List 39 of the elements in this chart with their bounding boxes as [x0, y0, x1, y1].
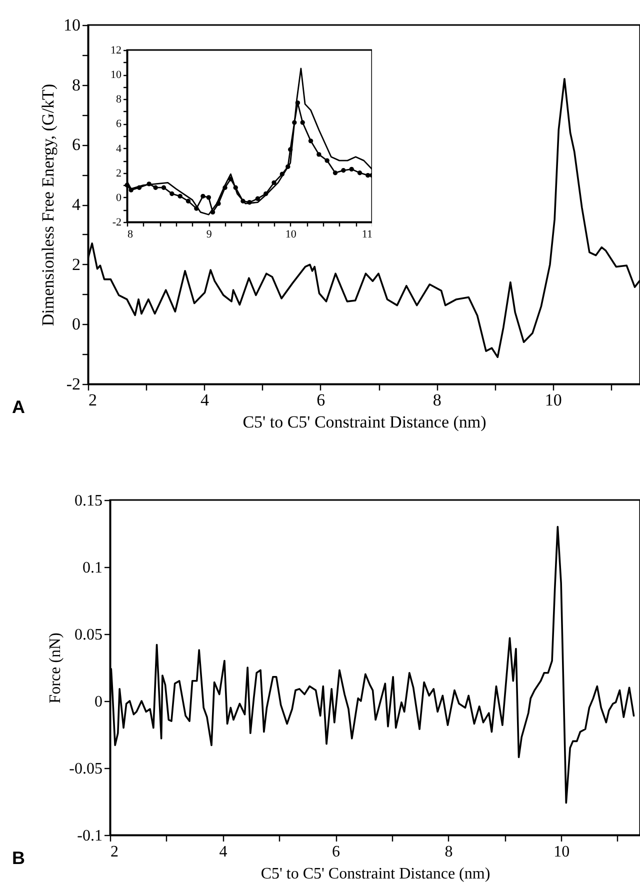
y-tick-label: 10 — [64, 16, 80, 34]
y-tick-label: -0.1 — [77, 828, 102, 844]
x-tick-label: 8 — [128, 228, 134, 240]
x-tick-label: 10 — [285, 228, 297, 240]
y-tick-label: 0 — [94, 694, 102, 710]
y-axis-title: Force (nN) — [47, 632, 64, 704]
y-tick-label: -2 — [112, 216, 122, 228]
y-tick-label: 8 — [116, 94, 122, 106]
text: B — [12, 848, 25, 868]
y-tick-label: 6 — [116, 118, 122, 130]
y-tick-label: 0 — [72, 314, 80, 334]
x-tick-label: 10 — [544, 390, 562, 410]
y-tick-label: 0.1 — [82, 560, 102, 576]
x-tick-label: 4 — [200, 390, 210, 410]
y-tick-label: 2 — [72, 254, 80, 274]
y-tick-label: 12 — [110, 44, 122, 56]
y-tick-label: 4 — [72, 195, 81, 214]
y-tick-label: 8 — [72, 75, 80, 94]
y-axis-title: Dimensionless Free Energy, (G/kT) — [38, 84, 58, 326]
y-tick-label: 0.15 — [74, 492, 102, 510]
y-tick-label: -2 — [66, 374, 80, 394]
x-tick-label: 10 — [554, 844, 570, 860]
x-tick-label: 8 — [444, 844, 453, 860]
y-tick-label: 0 — [116, 192, 122, 204]
text: A — [12, 397, 25, 417]
x-tick-label: 11 — [362, 228, 372, 240]
y-tick-label: 10 — [110, 69, 122, 82]
x-tick-label: 6 — [316, 390, 326, 410]
x-tick-label: 8 — [432, 390, 442, 410]
y-tick-label: 2 — [116, 167, 122, 180]
y-tick-label: 6 — [72, 135, 80, 154]
x-tick-label: 6 — [332, 844, 340, 860]
x-tick-label: 9 — [206, 228, 212, 240]
x-tick-label: 4 — [219, 844, 228, 860]
x-axis-title: C5' to C5' Constraint Distance (nm) — [260, 866, 490, 882]
y-tick-label: -0.05 — [69, 760, 102, 778]
y-tick-label: 0.05 — [74, 626, 102, 644]
y-tick-label: 4 — [116, 142, 122, 155]
x-axis-title: C5' to C5' Constraint Distance (nm) — [242, 412, 486, 432]
